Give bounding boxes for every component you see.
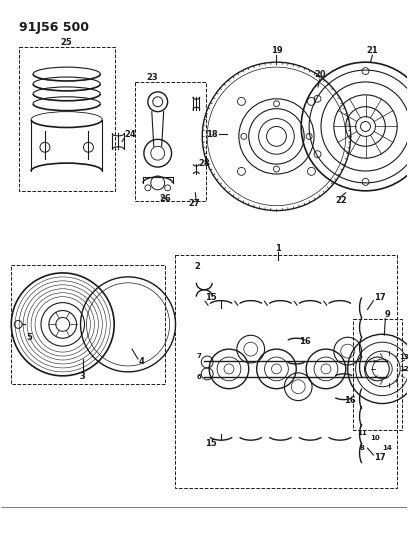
Text: 1: 1 — [275, 244, 281, 253]
Text: 28: 28 — [198, 159, 209, 167]
Text: 17: 17 — [373, 293, 384, 302]
Text: 2: 2 — [194, 262, 200, 271]
Text: 25: 25 — [61, 38, 72, 47]
Text: 7: 7 — [196, 353, 201, 359]
Text: 4: 4 — [139, 358, 144, 367]
Text: 12: 12 — [398, 366, 408, 372]
Text: 91J56 500: 91J56 500 — [19, 21, 89, 34]
Bar — [11, 265, 164, 384]
Text: 16: 16 — [343, 396, 355, 405]
Bar — [174, 255, 396, 488]
Text: 5: 5 — [26, 333, 32, 342]
Text: 20: 20 — [313, 69, 325, 78]
Text: 27: 27 — [188, 199, 200, 208]
Text: 24: 24 — [124, 130, 135, 139]
Text: 15: 15 — [205, 293, 216, 302]
Text: 16: 16 — [299, 337, 310, 346]
Text: 8: 8 — [359, 445, 364, 451]
Text: 3: 3 — [79, 373, 85, 381]
Bar — [19, 47, 115, 191]
Text: 9: 9 — [384, 310, 389, 319]
Text: 23: 23 — [146, 72, 157, 82]
Text: 17: 17 — [373, 454, 384, 463]
Text: 22: 22 — [334, 196, 346, 205]
Text: 13: 13 — [398, 354, 408, 360]
Text: 18: 18 — [206, 130, 218, 139]
Text: 10: 10 — [370, 435, 380, 441]
Text: 19: 19 — [270, 46, 281, 55]
Text: 26: 26 — [160, 194, 171, 203]
Text: 6: 6 — [196, 374, 201, 380]
Text: 14: 14 — [382, 445, 391, 451]
Bar — [135, 82, 206, 201]
Text: 21: 21 — [366, 46, 378, 55]
Text: 15: 15 — [205, 439, 216, 448]
Text: 11: 11 — [357, 430, 366, 436]
Bar — [352, 319, 401, 430]
